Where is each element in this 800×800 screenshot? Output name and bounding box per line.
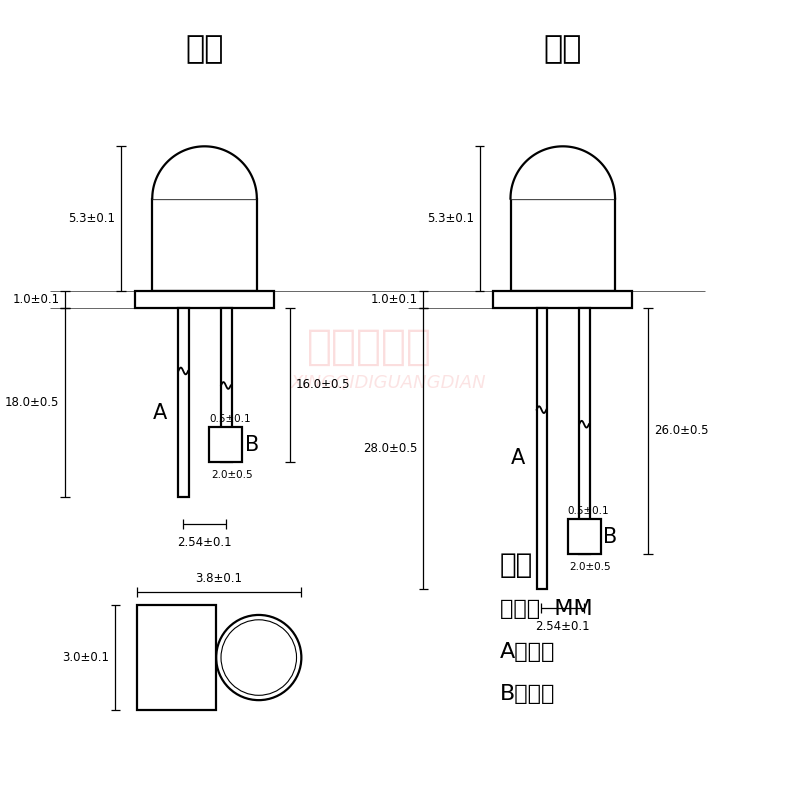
Bar <box>493 290 633 308</box>
Text: 短脚: 短脚 <box>186 34 224 65</box>
Bar <box>152 198 257 290</box>
Text: 1.0±0.1: 1.0±0.1 <box>370 293 418 306</box>
Text: B是负极: B是负极 <box>500 684 555 704</box>
Bar <box>210 427 242 462</box>
Text: A是正极: A是正极 <box>500 642 555 662</box>
Text: XINGQIDIGUANGDIAN: XINGQIDIGUANGDIAN <box>290 374 486 391</box>
Text: 单位：  MM: 单位： MM <box>500 599 593 619</box>
Text: 0.5±0.1: 0.5±0.1 <box>568 506 610 516</box>
Bar <box>135 290 274 308</box>
Text: 0.5±0.1: 0.5±0.1 <box>210 414 251 424</box>
Text: 16.0±0.5: 16.0±0.5 <box>295 378 350 391</box>
Text: 1.0±0.1: 1.0±0.1 <box>12 293 59 306</box>
Text: 28.0±0.5: 28.0±0.5 <box>363 442 418 455</box>
Text: A: A <box>511 448 526 468</box>
Bar <box>568 519 601 554</box>
Polygon shape <box>510 146 615 198</box>
Text: 注释: 注释 <box>500 550 533 578</box>
Text: 18.0±0.5: 18.0±0.5 <box>5 396 59 409</box>
Text: 3.0±0.1: 3.0±0.1 <box>62 651 110 664</box>
Text: A: A <box>153 402 167 422</box>
Text: 2.0±0.5: 2.0±0.5 <box>211 470 253 479</box>
Text: 5.3±0.1: 5.3±0.1 <box>69 212 115 225</box>
Text: 2.54±0.1: 2.54±0.1 <box>178 535 232 549</box>
Text: 2.54±0.1: 2.54±0.1 <box>535 620 590 633</box>
Text: 2.0±0.5: 2.0±0.5 <box>570 562 611 571</box>
Bar <box>178 308 189 497</box>
Bar <box>510 198 615 290</box>
Text: B: B <box>245 434 259 454</box>
Bar <box>221 308 232 462</box>
Text: B: B <box>603 526 618 546</box>
Bar <box>137 606 216 710</box>
Text: 26.0±0.5: 26.0±0.5 <box>654 425 708 438</box>
Text: 3.8±0.1: 3.8±0.1 <box>195 572 242 585</box>
Text: 鑫启迪光电: 鑫启迪光电 <box>306 326 432 368</box>
Text: 长脚: 长脚 <box>543 34 582 65</box>
Polygon shape <box>152 146 257 198</box>
Text: 5.3±0.1: 5.3±0.1 <box>426 212 474 225</box>
Bar <box>579 308 590 554</box>
Bar <box>537 308 547 589</box>
